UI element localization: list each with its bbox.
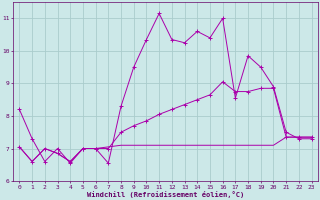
X-axis label: Windchill (Refroidissement éolien,°C): Windchill (Refroidissement éolien,°C) bbox=[87, 191, 244, 198]
